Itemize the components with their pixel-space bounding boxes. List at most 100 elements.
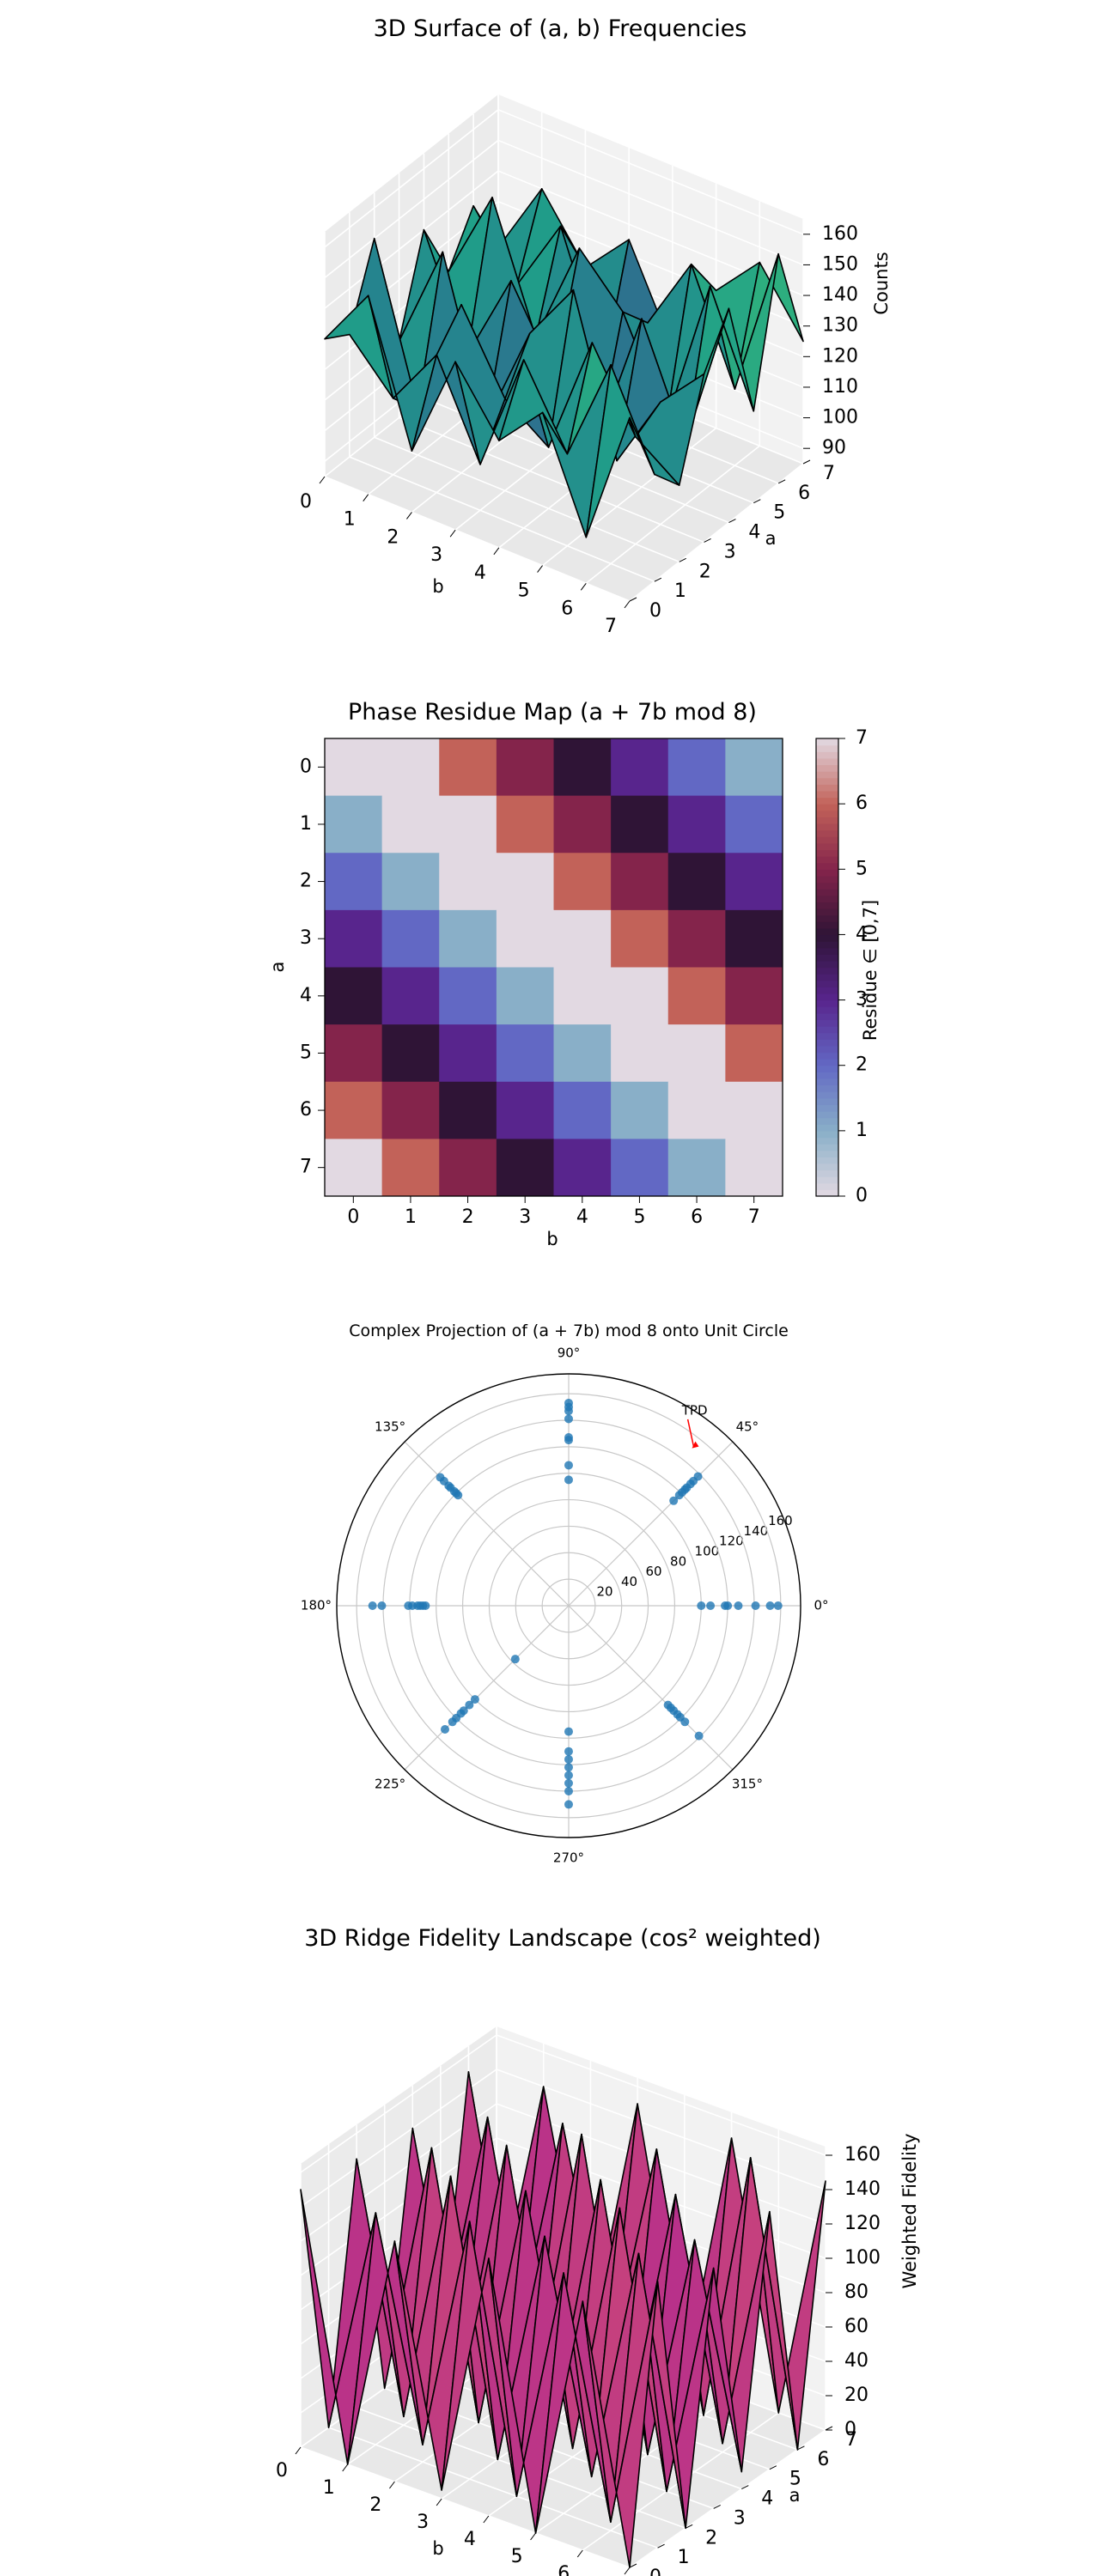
polar-point	[564, 1763, 573, 1772]
heatmap-cell	[325, 853, 383, 911]
heatmap-cell	[381, 853, 440, 911]
colorbar-segment	[816, 790, 838, 799]
colorbar-segment	[816, 1045, 838, 1054]
polar-projection-panel: Complex Projection of (a + 7b) mod 8 ont…	[301, 1321, 829, 1866]
heatmap-ylabel: a	[267, 962, 288, 973]
colorbar-segment	[816, 1144, 838, 1151]
polar-point	[765, 1601, 775, 1610]
colorbar-segment	[816, 764, 838, 772]
colorbar-segment	[816, 1078, 838, 1086]
heatmap-cell	[725, 738, 783, 797]
heatmap-y-tick-label: 0	[300, 756, 312, 777]
annotation-arrow	[686, 1419, 695, 1447]
back-grid-z	[496, 2103, 826, 2225]
colorbar-segment	[816, 999, 838, 1007]
surface-frequencies-title: 3D Surface of (a, b) Frequencies	[374, 15, 747, 42]
polar-point	[436, 1473, 445, 1482]
heatmap-cell	[725, 1081, 783, 1139]
a-tick-mark	[825, 2426, 833, 2431]
polar-point	[377, 1601, 387, 1610]
z-tick-label: 140	[822, 284, 858, 306]
polar-point	[694, 1731, 704, 1741]
heatmap-cell	[725, 967, 783, 1025]
a-tick-mark	[728, 519, 736, 524]
surface-frequencies-zlabel: Counts	[871, 252, 892, 314]
heatmap-cell	[496, 1024, 554, 1083]
a-tick-label: 5	[773, 502, 785, 524]
angle-tick-label: 180°	[301, 1598, 332, 1613]
heatmap-cell	[439, 853, 497, 911]
heatmap-cell	[725, 853, 783, 911]
heatmap-cell	[725, 1139, 783, 1197]
colorbar-segment	[816, 784, 838, 792]
colorbar-segment	[816, 1170, 838, 1177]
b-tick-label: 1	[344, 509, 356, 531]
polar-title: Complex Projection of (a + 7b) mod 8 ont…	[349, 1321, 789, 1340]
colorbar-segment	[816, 941, 838, 949]
b-tick-label: 2	[369, 2494, 381, 2516]
b-tick-mark	[436, 2498, 442, 2506]
b-tick-label: 2	[387, 526, 399, 548]
colorbar-segment	[816, 1189, 838, 1197]
a-tick-mark	[629, 597, 637, 602]
back-grid-z	[496, 2069, 826, 2190]
colorbar-segment	[816, 908, 838, 916]
colorbar-segment	[816, 757, 838, 766]
heatmap-cell	[381, 795, 440, 854]
heatmap-x-tick-label: 2	[462, 1206, 474, 1228]
colorbar-segment	[816, 895, 838, 902]
z-tick-label: 160	[844, 2144, 881, 2166]
polar-point	[465, 1700, 474, 1710]
a-tick-label: 4	[748, 522, 760, 544]
a-tick-mark	[713, 2504, 721, 2509]
heatmap-cell	[325, 795, 383, 854]
floor-grid-b	[629, 463, 804, 602]
heatmap-cell	[439, 795, 497, 854]
b-tick-mark	[580, 582, 587, 591]
heatmap-cell	[496, 738, 554, 797]
heatmap-cell	[496, 795, 554, 854]
b-tick-label: 4	[464, 2529, 476, 2550]
colorbar-tick-label: 5	[856, 858, 868, 879]
colorbar-segment	[816, 921, 838, 929]
heatmap-cell	[611, 909, 669, 968]
a-tick-label: 7	[845, 2429, 857, 2451]
a-tick-label: 5	[789, 2469, 801, 2490]
heatmap-cell	[381, 1024, 440, 1083]
a-tick-mark	[704, 538, 711, 543]
heatmap-cell	[325, 967, 383, 1025]
colorbar-segment	[816, 1032, 838, 1040]
a-tick-mark	[753, 499, 761, 504]
b-tick-mark	[342, 2464, 349, 2472]
colorbar-segment	[816, 1039, 838, 1047]
b-tick-label: 1	[323, 2477, 335, 2499]
a-tick-mark	[777, 479, 786, 484]
polar-spoke	[568, 1605, 734, 1771]
colorbar-segment	[816, 1006, 838, 1014]
a-tick-mark	[654, 577, 662, 582]
back-pane	[498, 94, 803, 464]
polar-point	[470, 1695, 479, 1704]
colorbar-segment	[816, 829, 838, 837]
left-grid-z	[324, 170, 499, 309]
colorbar-segment	[816, 1137, 838, 1145]
heatmap-x-tick-label: 7	[748, 1206, 760, 1228]
heatmap-cell	[439, 1139, 497, 1197]
heatmap-cell	[381, 1139, 440, 1197]
b-tick-mark	[483, 2515, 490, 2524]
heatmap-cell	[381, 738, 440, 797]
polar-point	[564, 1475, 573, 1485]
polar-point	[697, 1601, 706, 1610]
z-tick-label: 110	[822, 376, 858, 398]
polar-point	[564, 1754, 573, 1764]
colorbar-tick-label: 6	[856, 793, 868, 814]
z-tick-label: 140	[844, 2178, 881, 2200]
colorbar-segment	[816, 823, 838, 831]
colorbar-segment	[816, 1117, 838, 1125]
radial-tick-label: 40	[621, 1574, 637, 1589]
colorbar-segment	[816, 1157, 838, 1164]
a-tick-label: 0	[649, 600, 661, 622]
colorbar-segment	[816, 974, 838, 981]
b-tick-mark	[624, 2567, 631, 2575]
colorbar-segment	[816, 738, 838, 746]
